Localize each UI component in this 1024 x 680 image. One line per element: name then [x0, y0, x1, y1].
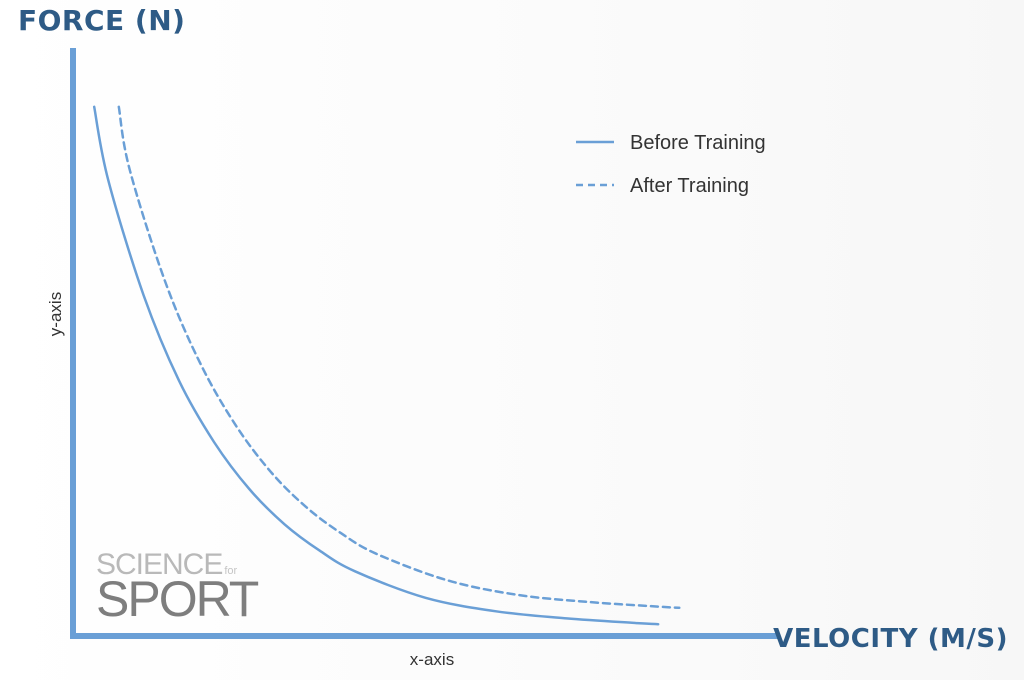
after-training-curve: [117, 105, 681, 610]
chart-axes: [70, 48, 778, 639]
logo-word-for: for: [224, 565, 238, 577]
science-for-sport-logo: SCIENCE for SPORT: [96, 548, 286, 627]
legend: Before Training After Training: [576, 132, 766, 197]
logo-word-science: SCIENCE: [96, 548, 223, 581]
x-axis-title: VELOCITY (M/S): [773, 624, 1008, 654]
series-layer: [92, 105, 681, 626]
y-axis-label: y-axis: [46, 291, 65, 337]
logo-word-sport: SPORT: [96, 571, 259, 627]
y-axis-title: FORCE (N): [18, 4, 186, 37]
logo-line-science: SCIENCE for: [96, 548, 237, 582]
x-axis-label: x-axis: [409, 650, 455, 669]
before-training-curve: [92, 105, 660, 626]
legend-label-before: Before Training: [630, 132, 766, 154]
legend-label-after: After Training: [630, 175, 749, 197]
